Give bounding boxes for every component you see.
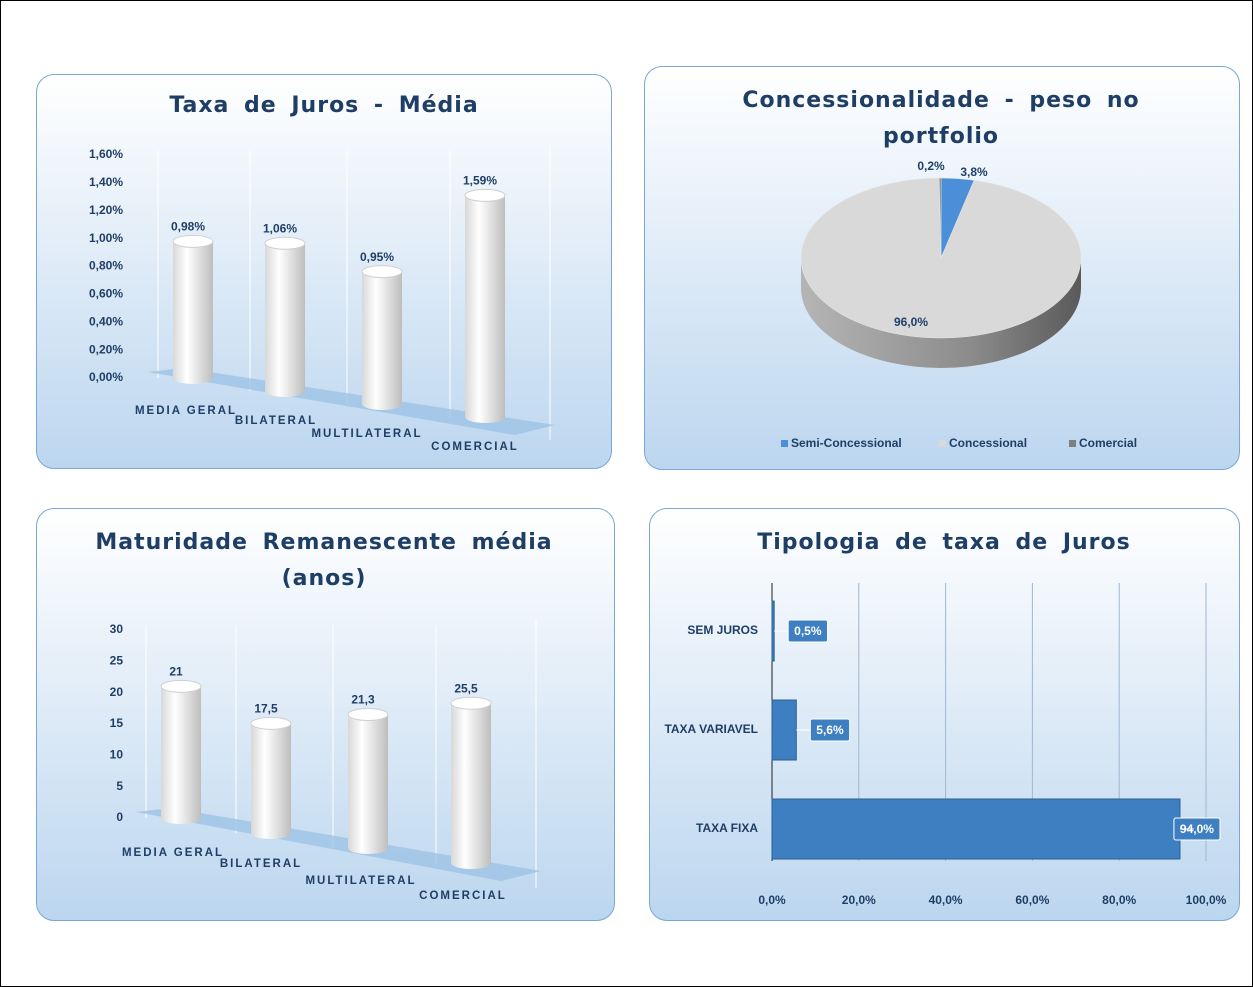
bar-body	[251, 723, 291, 833]
y-tick-label: 15	[110, 716, 124, 730]
data-label: 21	[169, 665, 183, 679]
x-tick-label: 40,0%	[929, 893, 963, 907]
y-tick-label: 0,40%	[89, 314, 123, 328]
bar-body	[465, 195, 505, 417]
bar-top	[347, 708, 389, 722]
x-tick-label: BILATERAL	[235, 415, 317, 427]
y-tick-label: SEM JUROS	[687, 623, 758, 637]
y-tick-label: 10	[110, 748, 124, 762]
bar	[771, 600, 775, 662]
legend-swatch	[781, 440, 788, 447]
x-tick-label: 60,0%	[1015, 893, 1049, 907]
pie-slice	[938, 177, 942, 259]
data-label: 5,6%	[816, 723, 844, 737]
bar-top	[250, 716, 292, 730]
x-tick-label: COMERCIAL	[419, 890, 507, 902]
y-tick-label: 30	[110, 622, 124, 636]
data-label: 0,95%	[360, 250, 394, 264]
legend-swatch	[939, 440, 946, 447]
legend-label: Comercial	[1079, 436, 1137, 450]
bar	[450, 696, 492, 869]
y-tick-label: 1,00%	[89, 231, 123, 245]
data-label: 0,5%	[794, 624, 822, 638]
x-tick-label: 0,0%	[758, 893, 786, 907]
panel	[36, 508, 615, 921]
bar-top	[172, 234, 214, 248]
bar-top	[361, 265, 403, 279]
chart-title: Concessionalidade - peso no portfolio	[742, 88, 1140, 149]
y-tick-label: 0,60%	[89, 287, 123, 301]
bar	[347, 708, 389, 854]
legend-label: Concessional	[949, 436, 1027, 450]
bar-top	[264, 236, 306, 250]
data-label: 25,5	[454, 681, 478, 695]
y-tick-label: 0,20%	[89, 342, 123, 356]
y-tick-label: 25	[110, 654, 124, 668]
bar	[361, 265, 403, 410]
bar-body	[161, 686, 201, 818]
x-tick-label: 100,0%	[1186, 893, 1227, 907]
data-label: 1,59%	[463, 174, 497, 188]
x-tick-label: BILATERAL	[220, 858, 302, 870]
floor	[136, 808, 541, 881]
data-label: 96,0%	[894, 315, 928, 329]
x-tick-label: MULTILATERAL	[305, 875, 416, 887]
data-label: 0,2%	[917, 159, 945, 173]
bar	[160, 679, 202, 824]
bar	[771, 699, 797, 761]
bar-body	[173, 241, 213, 378]
y-tick-label: 1,20%	[89, 203, 123, 217]
x-tick-label: COMERCIAL	[431, 441, 519, 453]
bar-body	[265, 243, 305, 391]
y-tick-label: TAXA VARIAVEL	[664, 722, 758, 736]
y-tick-label: TAXA FIXA	[696, 821, 758, 835]
bar-top	[160, 679, 202, 693]
x-tick-label: MULTILATERAL	[311, 428, 422, 440]
bar-top	[464, 188, 506, 202]
bar-body	[348, 714, 388, 848]
chart-title: Taxa de Juros - Média	[169, 93, 479, 118]
legend-swatch	[1069, 440, 1076, 447]
data-label: 21,3	[351, 693, 375, 707]
y-tick-label: 0	[116, 810, 123, 824]
bar	[464, 188, 506, 423]
chart-title: Tipologia de taxa de Juros	[757, 530, 1131, 555]
data-label: 1,06%	[263, 221, 297, 235]
data-label: 94,0%	[1180, 822, 1214, 836]
x-tick-label: MEDIA GERAL	[135, 405, 237, 417]
bar-body	[451, 703, 491, 863]
x-tick-label: MEDIA GERAL	[122, 847, 224, 859]
bar	[250, 716, 292, 839]
panel	[36, 74, 612, 469]
bar-top	[450, 696, 492, 710]
y-tick-label: 1,60%	[89, 147, 123, 161]
x-tick-label: 20,0%	[842, 893, 876, 907]
y-tick-label: 0,80%	[89, 259, 123, 273]
bar-body	[362, 271, 402, 404]
floor	[148, 368, 555, 435]
bar	[771, 798, 1181, 860]
data-label-box	[1173, 817, 1221, 841]
bar	[172, 234, 214, 384]
y-tick-label: 1,40%	[89, 175, 123, 189]
bar	[264, 236, 306, 397]
y-tick-label: 20	[110, 685, 124, 699]
legend-label: Semi-Concessional	[791, 436, 902, 450]
pie-side	[801, 258, 1081, 368]
x-tick-label: 80,0%	[1102, 893, 1136, 907]
y-tick-label: 5	[116, 779, 123, 793]
data-label: 17,5	[254, 702, 278, 716]
data-label: 3,8%	[960, 165, 988, 179]
y-tick-label: 0,00%	[89, 370, 123, 384]
data-label: 0,98%	[171, 220, 205, 234]
chart-title: Maturidade Remanescente média (anos)	[95, 530, 553, 591]
